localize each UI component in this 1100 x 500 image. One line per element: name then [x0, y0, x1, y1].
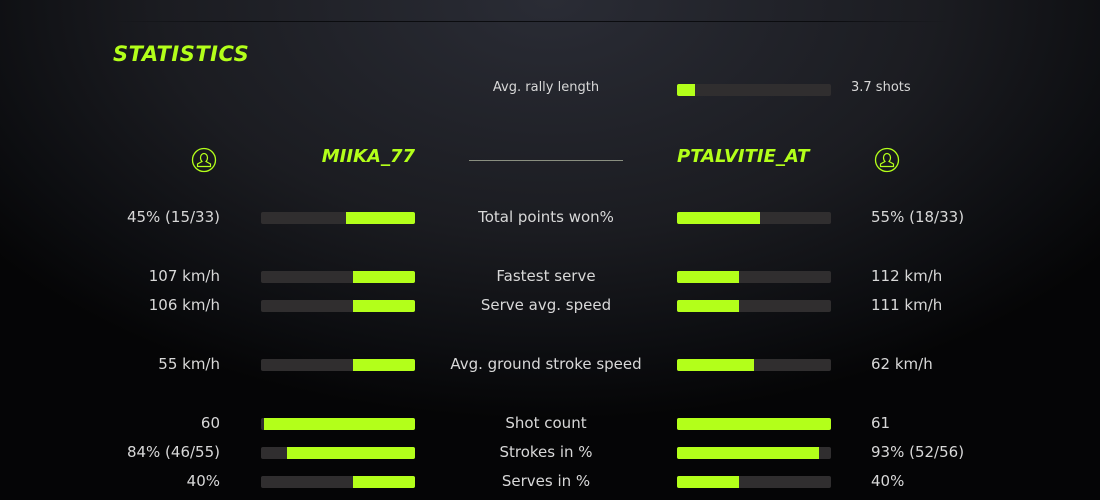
stat-left-bar-fill: [353, 476, 415, 488]
top-divider: [110, 21, 950, 22]
stat-right-value: 112 km/h: [871, 267, 943, 285]
stat-right-bar: [677, 418, 831, 430]
stat-right-bar-fill: [677, 359, 754, 371]
stat-right-value: 62 km/h: [871, 355, 933, 373]
stat-label: Strokes in %: [499, 443, 593, 461]
stat-right-bar: [677, 271, 831, 283]
rally-row: Avg. rally length 3.7 shots: [0, 80, 1100, 100]
stat-row: 55 km/h Avg. ground stroke speed 62 km/h: [0, 355, 1100, 375]
stat-right-bar: [677, 476, 831, 488]
stat-label: Shot count: [505, 414, 587, 432]
stat-right-value: 40%: [871, 472, 905, 490]
stat-row: 106 km/h Serve avg. speed 111 km/h: [0, 296, 1100, 316]
stat-right-bar-fill: [677, 476, 739, 488]
stat-left-bar: [261, 447, 415, 459]
stat-label: Serves in %: [501, 472, 591, 490]
rally-label: Avg. rally length: [492, 80, 600, 95]
stat-label: Total points won%: [478, 208, 614, 226]
stat-left-value: 40%: [186, 472, 220, 490]
stat-right-bar: [677, 447, 831, 459]
stat-row: 45% (15/33) Total points won% 55% (18/33…: [0, 208, 1100, 228]
stat-right-bar: [677, 359, 831, 371]
stat-left-bar-fill: [353, 271, 415, 283]
stat-left-bar: [261, 359, 415, 371]
stat-right-bar: [677, 300, 831, 312]
stat-left-value: 84% (46/55): [126, 443, 220, 461]
stat-right-value: 55% (18/33): [871, 208, 965, 226]
stat-right-value: 93% (52/56): [871, 443, 965, 461]
player-left-name: MIIKA_77: [321, 146, 415, 167]
stat-label: Fastest serve: [496, 267, 596, 285]
stat-right-bar-fill: [677, 447, 819, 459]
rally-bar: [677, 84, 831, 96]
stat-left-bar: [261, 212, 415, 224]
stat-left-bar-fill: [353, 359, 415, 371]
rally-bar-fill: [677, 84, 696, 96]
stat-left-value: 60: [200, 414, 220, 432]
stat-right-bar-fill: [677, 212, 761, 224]
rally-value: 3.7 shots: [851, 80, 911, 95]
page-title: STATISTICS: [113, 42, 250, 66]
stat-left-bar-fill: [287, 447, 415, 459]
stat-right-bar-fill: [677, 418, 831, 430]
stat-left-bar: [261, 300, 415, 312]
stat-row: 107 km/h Fastest serve 112 km/h: [0, 267, 1100, 287]
stat-left-bar-fill: [264, 418, 415, 430]
stat-left-bar: [261, 418, 415, 430]
stat-left-value: 107 km/h: [148, 267, 220, 285]
stat-right-bar: [677, 212, 831, 224]
player-right-name: PTALVITIE_AT: [677, 146, 810, 167]
stat-left-bar: [261, 271, 415, 283]
stat-right-value: 61: [871, 414, 891, 432]
stat-right-bar-fill: [677, 271, 739, 283]
stat-left-value: 45% (15/33): [126, 208, 220, 226]
user-circle-icon: [191, 147, 217, 173]
stat-row: 60 Shot count 61: [0, 414, 1100, 434]
user-circle-icon: [874, 147, 900, 173]
stat-left-bar-fill: [353, 300, 415, 312]
stat-label: Avg. ground stroke speed: [450, 355, 642, 373]
stat-label: Serve avg. speed: [480, 296, 612, 314]
stat-left-bar-fill: [345, 212, 415, 224]
stat-row: 40% Serves in % 40%: [0, 472, 1100, 492]
stat-left-bar: [261, 476, 415, 488]
stat-right-value: 111 km/h: [871, 296, 943, 314]
stat-left-value: 55 km/h: [158, 355, 220, 373]
stat-right-bar-fill: [677, 300, 739, 312]
stat-row: 84% (46/55) Strokes in % 93% (52/56): [0, 443, 1100, 463]
stat-left-value: 106 km/h: [148, 296, 220, 314]
header-divider: [469, 160, 623, 161]
